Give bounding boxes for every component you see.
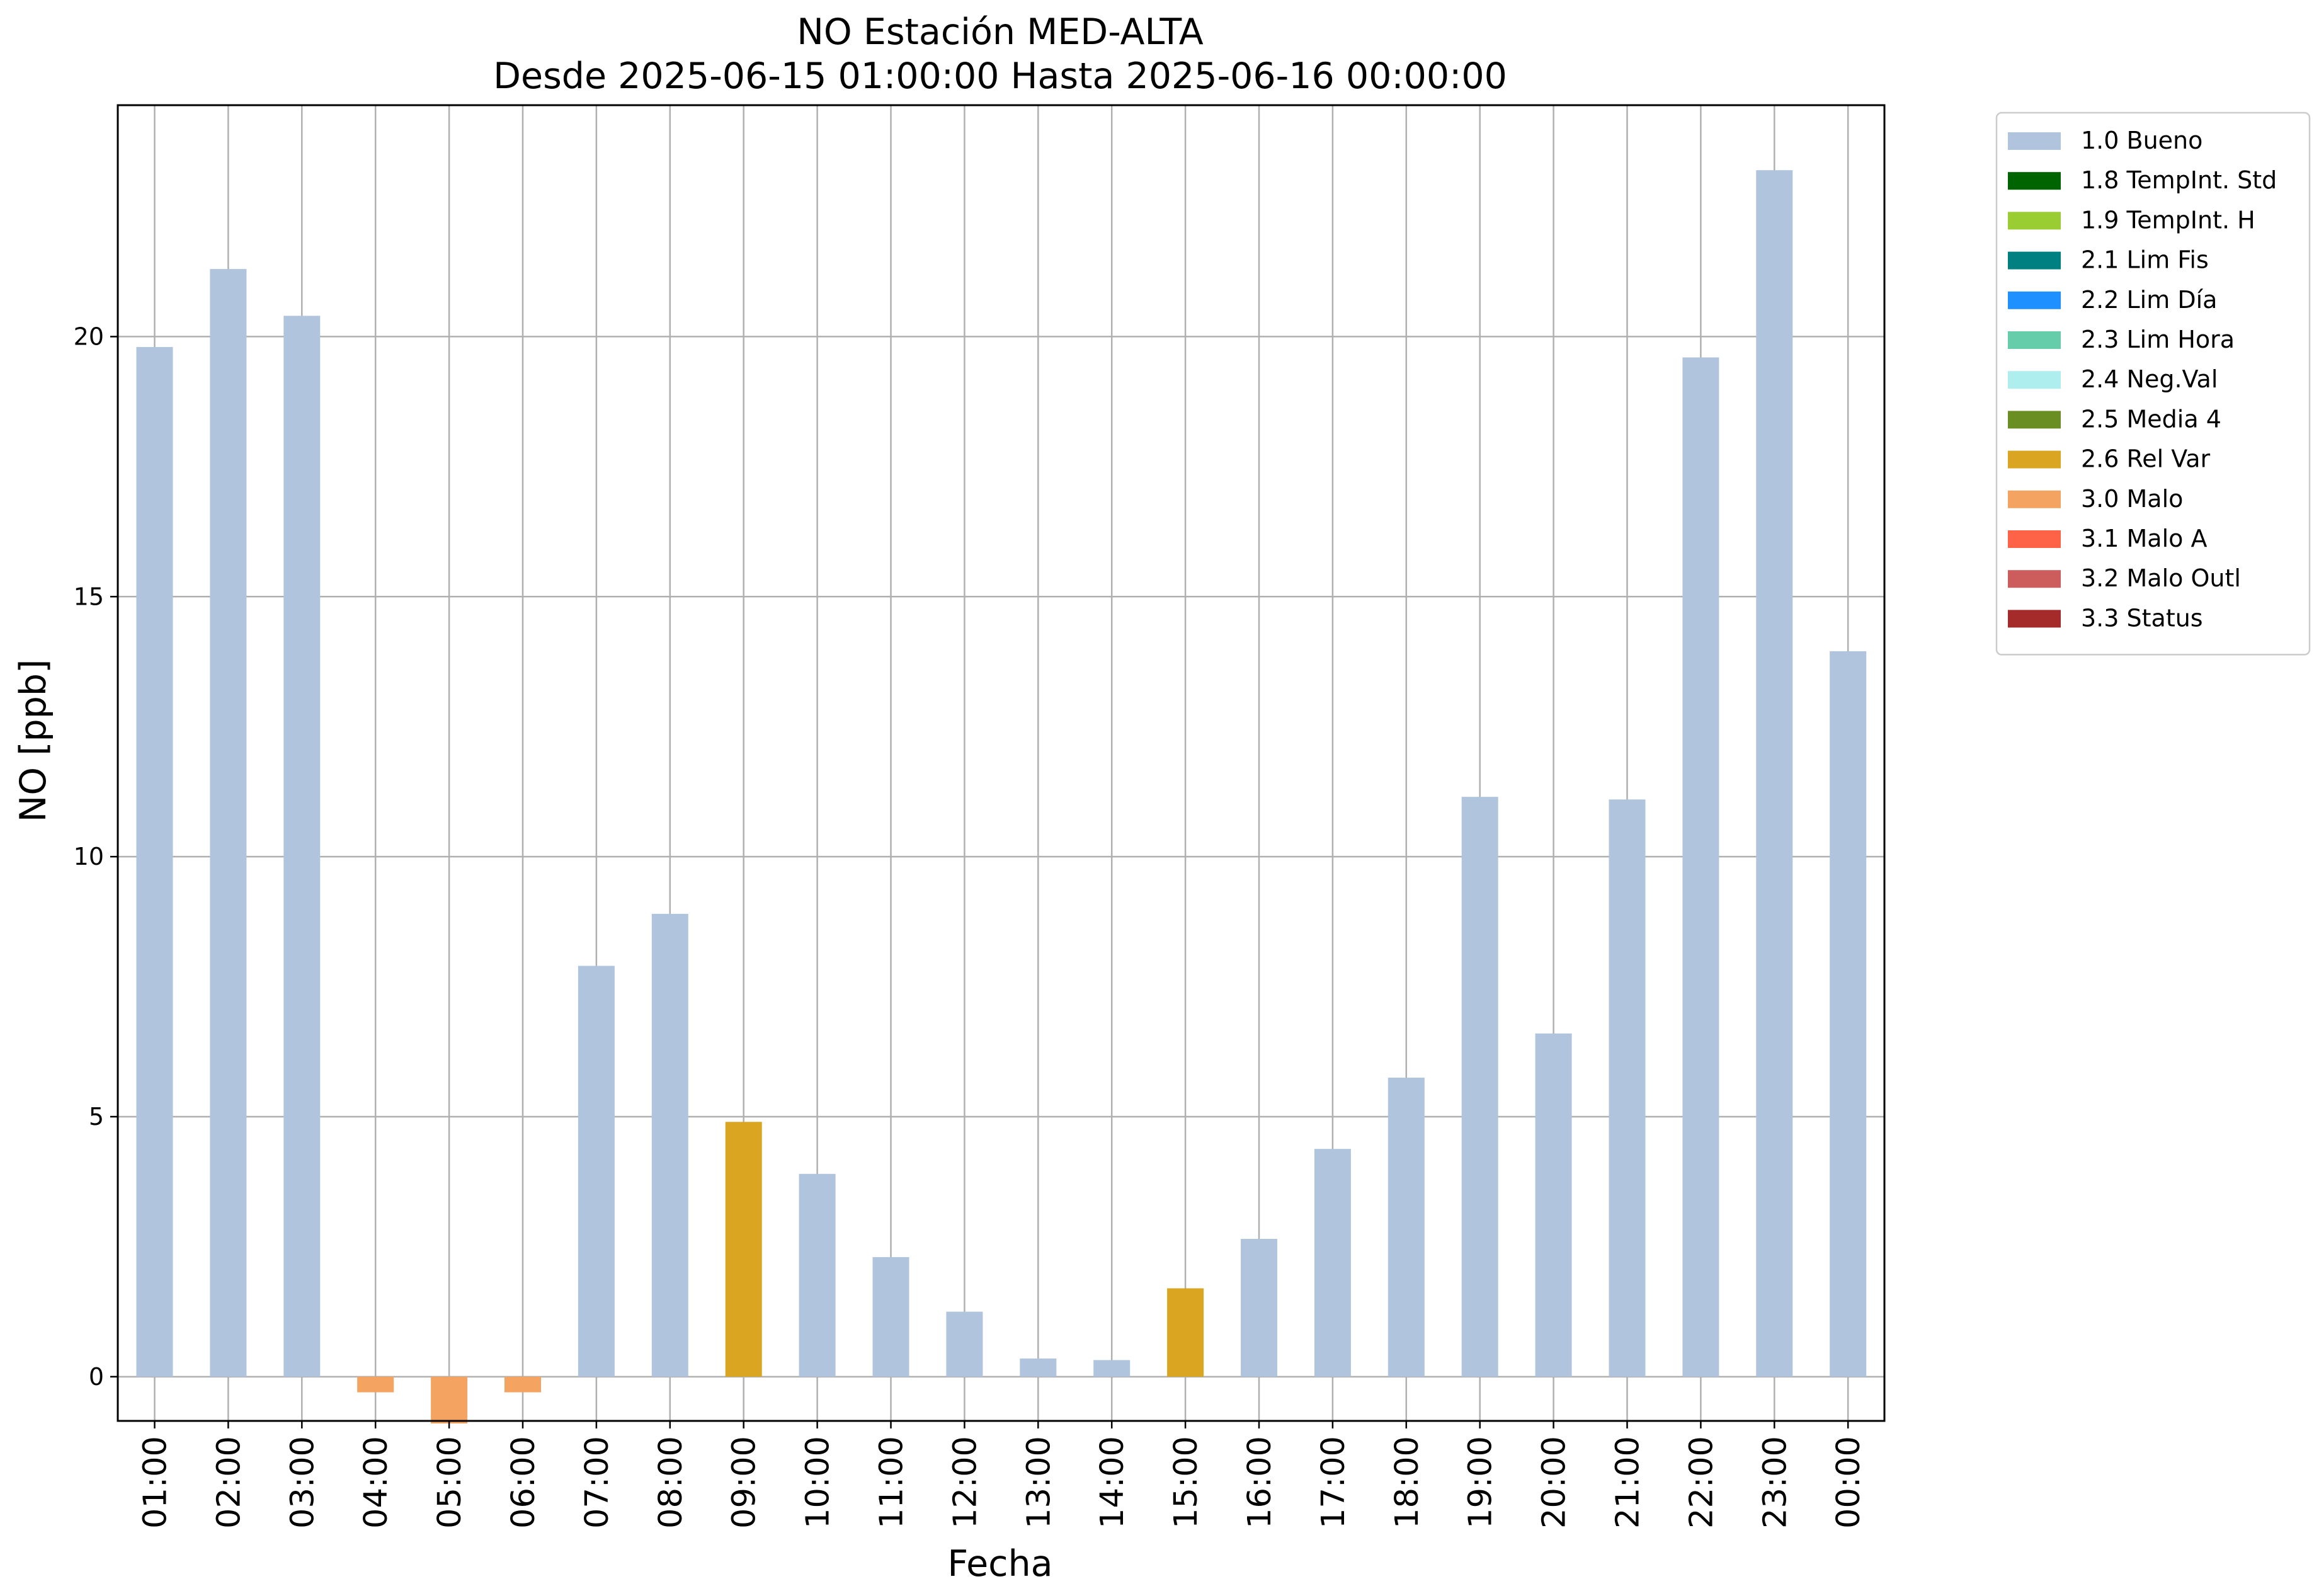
legend-swatch [2008, 610, 2061, 628]
x-tick-label: 20:00 [1536, 1436, 1573, 1529]
legend-label: 3.0 Malo [2081, 485, 2183, 513]
bars [136, 170, 1867, 1424]
bar [1093, 1360, 1131, 1377]
y-axis-label: NO [ppb] [13, 659, 54, 823]
x-tick-label: 13:00 [1020, 1436, 1057, 1529]
legend-swatch [2008, 411, 2061, 429]
bar [1167, 1288, 1204, 1377]
bar [725, 1122, 762, 1377]
x-tick-label: 01:00 [137, 1436, 174, 1529]
legend-swatch [2008, 490, 2061, 508]
legend: 1.0 Bueno 1.8 TempInt. Std 1.9 TempInt. H 2… [1995, 111, 2311, 656]
y-tick-label: 20 [74, 322, 104, 350]
legend-label: 2.2 Lim Día [2081, 286, 2217, 314]
bar [431, 1376, 468, 1424]
legend-swatch [2008, 291, 2061, 309]
x-tick-label: 16:00 [1241, 1436, 1279, 1529]
x-tick-label: 14:00 [1094, 1436, 1131, 1529]
bar [799, 1173, 836, 1377]
legend-label: 1.9 TempInt. H [2081, 206, 2255, 234]
x-tick-label: 23:00 [1757, 1436, 1794, 1529]
bar [1020, 1358, 1057, 1377]
x-tick-label: 03:00 [284, 1436, 321, 1529]
plot-frame [117, 104, 1886, 1422]
legend-label: 3.3 Status [2081, 604, 2203, 632]
x-tick-label: 09:00 [726, 1436, 763, 1529]
y-tick-label: 0 [89, 1363, 104, 1391]
bar [504, 1376, 541, 1393]
chart-title: NO Estación MED-ALTA [797, 11, 1204, 53]
x-tick-label: 02:00 [210, 1436, 248, 1529]
legend-swatch [2008, 212, 2061, 230]
bar [1241, 1239, 1277, 1377]
legend-swatch [2008, 570, 2061, 588]
legend-label: 1.8 TempInt. Std [2081, 166, 2277, 194]
chart-subtitle: Desde 2025-06-15 01:00:00 Hasta 2025-06-… [493, 55, 1507, 97]
legend-swatch [2008, 530, 2061, 548]
x-tick-label: 00:00 [1830, 1436, 1867, 1529]
x-tick-label: 06:00 [505, 1436, 542, 1529]
x-tick-label: 17:00 [1315, 1436, 1352, 1529]
bar [283, 316, 321, 1377]
x-axis-label: Fecha [947, 1543, 1052, 1585]
x-tick-label: 04:00 [358, 1436, 395, 1529]
legend-swatch [2008, 331, 2061, 349]
x-tick-label: 05:00 [431, 1436, 469, 1529]
y-tick-label: 15 [74, 583, 104, 610]
x-tick-label: 18:00 [1389, 1436, 1426, 1529]
legend-label: 3.1 Malo A [2081, 525, 2207, 552]
x-ticks: 01:00 02:00 03:00 04:00 05:00 06:00 07:00 08:00… [137, 1421, 1867, 1529]
bar [1830, 651, 1867, 1377]
legend-label: 2.3 Lim Hora [2081, 326, 2235, 353]
bar [1609, 799, 1646, 1377]
bar [357, 1376, 394, 1393]
legend-label: 2.1 Lim Fis [2081, 246, 2209, 274]
x-tick-label: 07:00 [579, 1436, 616, 1529]
bar [1682, 357, 1719, 1377]
bar [1314, 1149, 1351, 1377]
y-tick-label: 5 [89, 1103, 104, 1131]
x-tick-label: 10:00 [800, 1436, 837, 1529]
legend-swatch [2008, 132, 2061, 150]
bar [1461, 797, 1498, 1377]
legend-label: 2.4 Neg.Val [2081, 365, 2218, 393]
legend-label: 2.6 Rel Var [2081, 445, 2211, 473]
legend-label: 2.5 Media 4 [2081, 405, 2221, 433]
legend-box [1995, 111, 2311, 656]
legend-swatch [2008, 371, 2061, 389]
bar [946, 1311, 983, 1377]
bar [651, 913, 688, 1377]
bar [1756, 170, 1793, 1377]
legend-swatch [2008, 251, 2061, 270]
y-tick-label: 10 [74, 843, 104, 870]
bar [578, 966, 615, 1377]
x-tick-label: 08:00 [652, 1436, 690, 1529]
x-tick-label: 21:00 [1610, 1436, 1647, 1529]
x-tick-label: 11:00 [874, 1436, 911, 1529]
bar [210, 269, 247, 1377]
y-ticks: 0 5 10 15 20 [74, 322, 118, 1391]
x-tick-label: 19:00 [1462, 1436, 1500, 1529]
legend-label: 1.0 Bueno [2081, 127, 2202, 154]
x-tick-label: 15:00 [1168, 1436, 1205, 1529]
legend-swatch [2008, 172, 2061, 190]
bar [1535, 1033, 1572, 1377]
legend-swatch [2008, 450, 2061, 469]
x-tick-label: 12:00 [947, 1436, 984, 1529]
bar [1387, 1078, 1425, 1377]
x-tick-label: 22:00 [1683, 1436, 1720, 1529]
legend-label: 3.2 Malo Outl [2081, 564, 2241, 592]
bar [136, 346, 173, 1377]
bar [872, 1257, 909, 1377]
